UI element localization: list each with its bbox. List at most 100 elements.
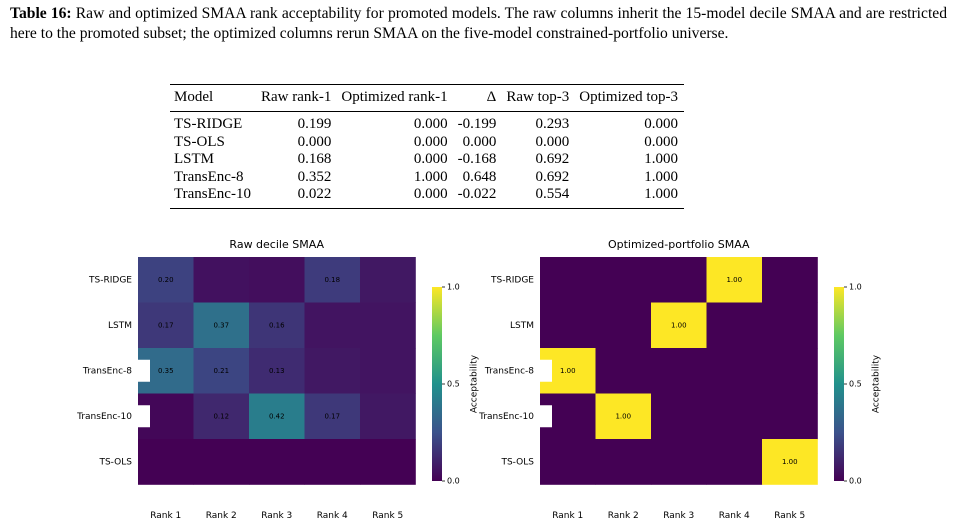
- heatmap-cell: [595, 348, 652, 394]
- heatmap-cell: [304, 348, 361, 394]
- y-tick-label: TS-RIDGE: [490, 275, 534, 285]
- colorbar-tick-label: 0.0: [849, 477, 862, 486]
- y-tick-label: TransEnc-8: [82, 366, 132, 376]
- x-tick-label: Rank 3: [663, 511, 694, 521]
- caption: Table 16: Raw and optimized SMAA rank ac…: [10, 4, 947, 44]
- x-tick-label: Rank 3: [261, 511, 292, 521]
- table-cell: 0.000: [413, 151, 448, 167]
- colorbar-tick-label: 0.5: [849, 380, 862, 389]
- table-row: TS-RIDGE 0.199 0.000 -0.199 0.293 0.000: [170, 112, 684, 134]
- table-cell: 1.000: [413, 168, 448, 185]
- table-cell: 0.199: [297, 116, 332, 132]
- heatmap-cell: [249, 257, 305, 303]
- heatmap-cell: [304, 257, 361, 303]
- cell-label: 0.20: [158, 276, 174, 284]
- heatmap-cell: [706, 439, 763, 485]
- heatmap-cell: [706, 393, 763, 440]
- table-cell: 0.000: [535, 133, 570, 150]
- table: Model Raw rank-1 Optimized rank-1 Δ Raw top-…: [170, 84, 684, 209]
- table-cell: 0.000: [644, 116, 678, 132]
- heatmap-cell: [138, 257, 194, 303]
- heatmap-cell: [651, 257, 707, 303]
- heatmap-cell: [304, 302, 361, 349]
- heatmap-cell: [540, 257, 596, 303]
- cell-label: 0.17: [158, 321, 174, 329]
- y-tick-label: TS-RIDGE: [88, 275, 132, 285]
- table-cell: TS-RIDGE: [174, 116, 243, 132]
- header-row: Model Raw rank-1 Optimized rank-1 Δ Raw top-…: [170, 84, 684, 112]
- heatmap-cell: [360, 302, 416, 349]
- cell-label: 0.17: [324, 412, 340, 420]
- heatmap-cell: [706, 348, 763, 394]
- column-header: Model: [170, 84, 257, 112]
- chart-title: Raw decile SMAA: [229, 238, 324, 251]
- table-cell: 0.000: [413, 116, 448, 132]
- heatmap-cell: [540, 439, 596, 485]
- y-tick-label: TransEnc-10: [76, 412, 132, 422]
- table-row: TS-OLS 0.000 0.000 0.000 0.000 0.000: [170, 134, 684, 152]
- heatmap-cell: [651, 439, 707, 485]
- cell-label: 0.18: [324, 276, 340, 284]
- cell-label: 1.00: [726, 276, 742, 284]
- heatmap-cell: [762, 257, 818, 303]
- cell-label: 1.00: [782, 458, 798, 466]
- heatmap-cell: [193, 393, 250, 440]
- table-cell: TransEnc-8: [174, 168, 244, 185]
- heatmap-cell: [651, 302, 707, 349]
- table-cell: 1.000: [644, 168, 678, 185]
- heatmap-cell: [595, 257, 652, 303]
- colorbar-label: Acceptability: [872, 354, 882, 413]
- x-tick-label: Rank 1: [552, 511, 583, 521]
- cell-label: 1.00: [615, 412, 631, 420]
- heatmap-cell: [360, 348, 416, 394]
- x-tick-label: Rank 4: [719, 511, 750, 521]
- heatmap-cell: [193, 348, 250, 394]
- cell-label: 1.00: [560, 367, 576, 375]
- table-cell: TransEnc-10: [174, 186, 251, 202]
- label-box: [480, 405, 552, 428]
- table-cell: 0.000: [644, 133, 678, 150]
- cell-label: 0.42: [269, 412, 285, 420]
- heatmap-cell: [193, 257, 250, 303]
- colorbar-tick-label: 0.0: [447, 477, 460, 486]
- table-cell: 0.692: [535, 151, 570, 167]
- table-cell: TS-OLS: [174, 133, 225, 150]
- table-cell: -0.168: [457, 151, 497, 167]
- table-cell: -0.022: [457, 186, 497, 202]
- table-cell: 0.554: [535, 186, 570, 202]
- heatmap-cell: [595, 302, 652, 349]
- heatmap-cell: [360, 393, 416, 440]
- table-cell: -0.199: [457, 116, 497, 132]
- column-header: Δ: [453, 84, 503, 112]
- heatmap-cell: [193, 302, 250, 349]
- colorbar-tick-label: 1.0: [849, 283, 862, 292]
- heatmap-cell: [304, 393, 361, 440]
- heatmap-cell: [360, 257, 416, 303]
- table-cell: 1.000: [644, 186, 678, 202]
- figure: Raw decile SMAA 0.20 0.18 0.17 0.37 0.16 0.35 0…: [76, 238, 882, 521]
- x-tick-label: Rank 5: [372, 511, 403, 521]
- y-tick-label: LSTM: [510, 321, 534, 331]
- column-header: Raw top-3: [502, 84, 576, 112]
- y-tick-label: TS-OLS: [98, 457, 132, 467]
- caption-text: Raw and optimized SMAA rank acceptabilit…: [10, 5, 947, 42]
- label-box: [480, 359, 552, 382]
- colorbar: [834, 287, 844, 481]
- heatmap-cell: [304, 439, 361, 485]
- heatmap-cell: [249, 348, 305, 394]
- column-header: Optimized rank-1: [337, 84, 454, 112]
- label-box: [78, 405, 150, 428]
- table-body: TS-RIDGE 0.199 0.000 -0.199 0.293 0.000 TS-OLS…: [170, 112, 684, 209]
- heatmap-cell: [249, 302, 305, 349]
- heatmap-cell: [651, 393, 707, 440]
- table-cell: 0.293: [535, 116, 570, 132]
- heatmap-cell: [762, 302, 818, 349]
- caption-label: Table 16:: [10, 5, 72, 22]
- table-row: TransEnc-8 0.352 1.000 0.648 0.692 1.000: [170, 169, 684, 187]
- table-cell: 0.000: [413, 133, 448, 150]
- colorbar-tick-label: 0.5: [447, 380, 460, 389]
- heatmap-cell: [138, 302, 194, 349]
- cell-label: 0.13: [269, 367, 285, 375]
- table-cell: LSTM: [174, 151, 215, 167]
- heatmap-cell: [762, 439, 818, 485]
